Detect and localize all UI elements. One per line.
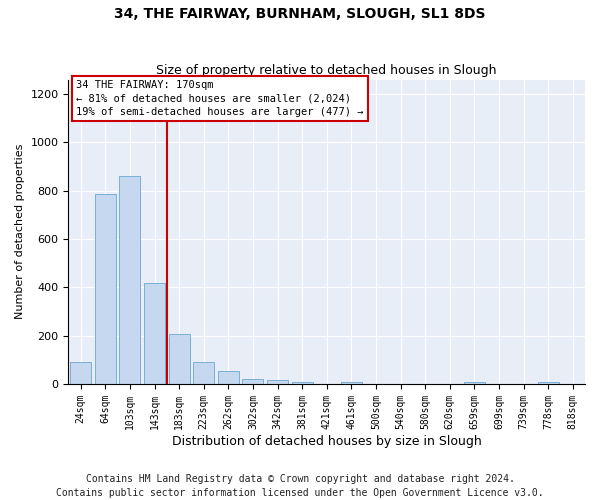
Bar	[169, 334, 190, 384]
Bar	[242, 378, 263, 384]
Bar	[292, 382, 313, 384]
Bar	[144, 282, 165, 384]
Bar	[70, 362, 91, 384]
Text: 34, THE FAIRWAY, BURNHAM, SLOUGH, SL1 8DS: 34, THE FAIRWAY, BURNHAM, SLOUGH, SL1 8D…	[114, 8, 486, 22]
Y-axis label: Number of detached properties: Number of detached properties	[15, 144, 25, 320]
Bar	[193, 362, 214, 384]
Bar	[119, 176, 140, 384]
Title: Size of property relative to detached houses in Slough: Size of property relative to detached ho…	[157, 64, 497, 77]
X-axis label: Distribution of detached houses by size in Slough: Distribution of detached houses by size …	[172, 434, 482, 448]
Text: Contains HM Land Registry data © Crown copyright and database right 2024.
Contai: Contains HM Land Registry data © Crown c…	[56, 474, 544, 498]
Bar	[538, 382, 559, 384]
Bar	[341, 382, 362, 384]
Bar	[267, 380, 288, 384]
Bar	[464, 382, 485, 384]
Text: 34 THE FAIRWAY: 170sqm
← 81% of detached houses are smaller (2,024)
19% of semi-: 34 THE FAIRWAY: 170sqm ← 81% of detached…	[76, 80, 364, 116]
Bar	[218, 372, 239, 384]
Bar	[95, 194, 116, 384]
